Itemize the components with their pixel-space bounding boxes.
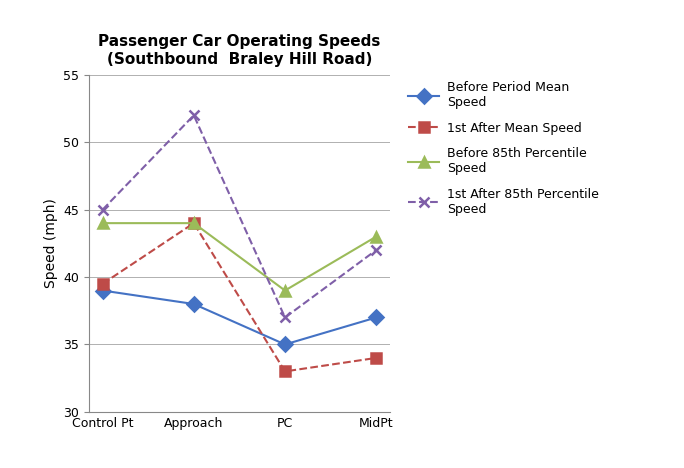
- Legend: Before Period Mean
Speed, 1st After Mean Speed, Before 85th Percentile
Speed, 1s: Before Period Mean Speed, 1st After Mean…: [408, 81, 598, 216]
- Title: Passenger Car Operating Speeds
(Southbound  Braley Hill Road): Passenger Car Operating Speeds (Southbou…: [98, 34, 380, 67]
- Y-axis label: Speed (mph): Speed (mph): [44, 198, 57, 288]
